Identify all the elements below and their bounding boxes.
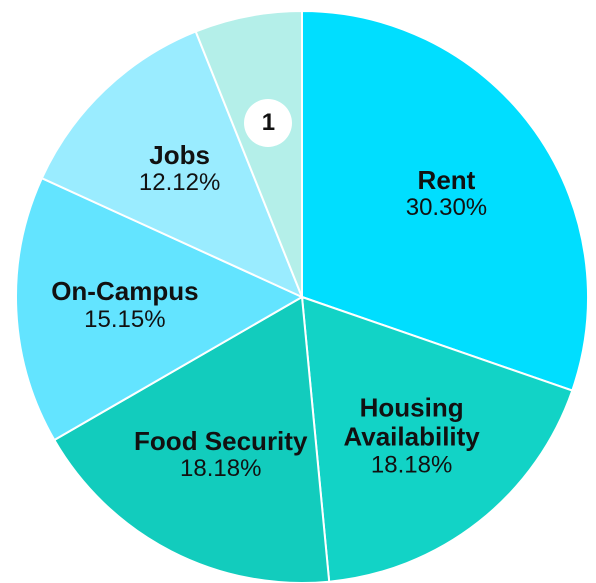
pie-slice [300, 295, 574, 583]
pie-slice [194, 9, 303, 298]
slice-label: On-Campus 15.15% [30, 277, 220, 333]
slice-label: Jobs 12.12% [85, 139, 275, 197]
pie-slice [40, 30, 304, 299]
category-label: Jobs [149, 139, 210, 170]
pie-slice [301, 9, 589, 392]
value-label: 15.15% [84, 305, 166, 333]
slice-label: Food Security 18.18% [126, 425, 316, 483]
slice-label: Rent 30.30% [351, 166, 541, 222]
slice-badge: 1 [244, 98, 293, 147]
category-label: Food Security [134, 425, 308, 456]
category-label: Housing Availability [343, 392, 480, 452]
value-label: 18.18% [180, 454, 262, 482]
value-label: 18.18% [370, 451, 453, 479]
pie-slice [15, 176, 305, 442]
slice-label: Housing Availability 18.18% [317, 392, 507, 479]
category-label: On-Campus [51, 276, 199, 307]
value-label: 12.12% [138, 168, 221, 196]
value-label: 30.30% [405, 194, 488, 222]
category-label: Rent [417, 165, 476, 196]
